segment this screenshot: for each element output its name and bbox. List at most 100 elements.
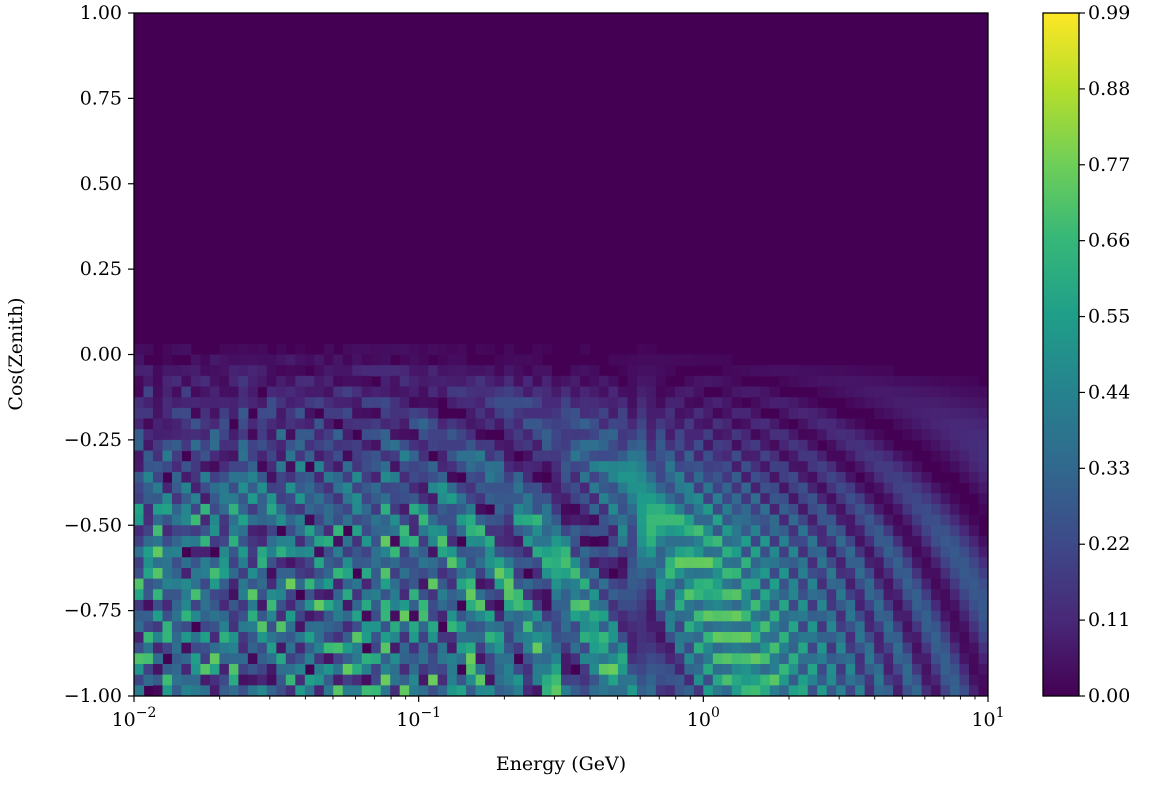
heatmap-cell: [257, 439, 268, 452]
heatmap-cell: [817, 418, 828, 430]
heatmap-cell: [731, 674, 742, 686]
heatmap-cell: [589, 386, 600, 398]
heatmap-cell: [371, 631, 382, 644]
heatmap-cell: [684, 375, 695, 388]
heatmap-cell: [693, 578, 704, 590]
heatmap-cell: [617, 525, 629, 537]
heatmap-cell: [902, 589, 913, 601]
y-tick-label: −0.25: [64, 429, 122, 451]
heatmap-cell: [912, 503, 923, 516]
heatmap-cell: [361, 450, 372, 462]
heatmap-cell: [447, 429, 458, 441]
heatmap-cell: [750, 503, 761, 516]
heatmap-cell: [627, 386, 638, 398]
heatmap-cell: [200, 535, 211, 548]
heatmap-cell: [285, 621, 296, 633]
heatmap-cell: [684, 589, 695, 601]
heatmap-cell: [295, 525, 306, 537]
heatmap-cell: [418, 482, 429, 494]
heatmap-cell: [902, 567, 913, 580]
heatmap-cell: [276, 514, 287, 526]
heatmap-cell: [200, 397, 211, 409]
heatmap-cell: [845, 631, 856, 644]
heatmap-cell: [361, 599, 372, 612]
heatmap-cell: [523, 503, 534, 516]
heatmap-cell: [693, 567, 704, 580]
heatmap-cell: [712, 546, 723, 558]
heatmap-cell: [646, 343, 657, 356]
heatmap-cell: [257, 642, 268, 654]
heatmap-cell: [314, 514, 325, 526]
heatmap-cell: [181, 503, 192, 516]
heatmap-cell: [304, 407, 315, 420]
heatmap-cell: [513, 407, 524, 420]
heatmap-cell: [380, 418, 391, 430]
heatmap-cell: [969, 685, 980, 696]
heatmap-cell: [798, 631, 809, 644]
heatmap-cell: [209, 674, 220, 686]
heatmap-cell: [466, 493, 477, 505]
heatmap-cell: [598, 685, 610, 696]
heatmap-cell: [266, 653, 277, 665]
heatmap-cell: [693, 429, 704, 441]
heatmap-cell: [143, 599, 154, 612]
heatmap-cell: [485, 439, 496, 452]
heatmap-cell: [703, 450, 714, 462]
heatmap-cell: [693, 418, 704, 430]
heatmap-cell: [399, 375, 410, 388]
heatmap-cell: [295, 365, 306, 377]
heatmap-cell: [760, 674, 771, 686]
heatmap-cell: [731, 407, 742, 420]
heatmap-cell: [447, 418, 458, 430]
heatmap-cell: [636, 343, 647, 356]
heatmap-cell: [542, 685, 553, 696]
heatmap-cell: [978, 567, 988, 580]
heatmap-cell: [798, 418, 809, 430]
heatmap-cell: [504, 610, 515, 622]
heatmap-cell: [143, 535, 154, 548]
heatmap-cell: [437, 482, 448, 494]
heatmap-cell: [190, 450, 202, 462]
heatmap-cell: [285, 461, 296, 473]
heatmap-cell: [532, 493, 543, 505]
heatmap-cell: [152, 450, 164, 462]
heatmap-cell: [134, 557, 145, 569]
heatmap-cell: [418, 397, 429, 409]
heatmap-cell: [855, 397, 866, 409]
heatmap-cell: [570, 631, 581, 644]
heatmap-cell: [247, 589, 258, 601]
heatmap-cell: [864, 621, 875, 633]
heatmap-cell: [228, 535, 239, 548]
heatmap-cell: [162, 621, 173, 633]
heatmap-cell: [883, 525, 894, 537]
heatmap-cell: [674, 642, 685, 654]
heatmap-cell: [276, 471, 287, 484]
heatmap-cell: [684, 599, 695, 612]
heatmap-cell: [769, 386, 780, 398]
heatmap-cell: [665, 450, 676, 462]
heatmap-cell: [883, 589, 894, 601]
heatmap-cell: [171, 525, 183, 537]
heatmap-cell: [333, 567, 344, 580]
heatmap-cell: [134, 663, 145, 676]
heatmap-cell: [162, 418, 173, 430]
heatmap-cell: [826, 642, 837, 654]
heatmap-cell: [134, 653, 145, 665]
heatmap-cell: [561, 471, 572, 484]
heatmap-cell: [323, 386, 334, 398]
heatmap-cell: [200, 354, 211, 366]
heatmap-cell: [788, 365, 799, 377]
heatmap-cell: [285, 653, 296, 665]
heatmap-cell: [665, 386, 676, 398]
heatmap-cell: [646, 461, 657, 473]
heatmap-cell: [285, 535, 296, 548]
heatmap-cell: [390, 631, 401, 644]
heatmap-cell: [712, 397, 723, 409]
heatmap-cell: [798, 429, 809, 441]
heatmap-cell: [437, 674, 448, 686]
heatmap-cell: [542, 653, 553, 665]
heatmap-cell: [845, 599, 856, 612]
heatmap-cell: [295, 397, 306, 409]
heatmap-cell: [456, 621, 467, 633]
heatmap-cell: [181, 653, 192, 665]
